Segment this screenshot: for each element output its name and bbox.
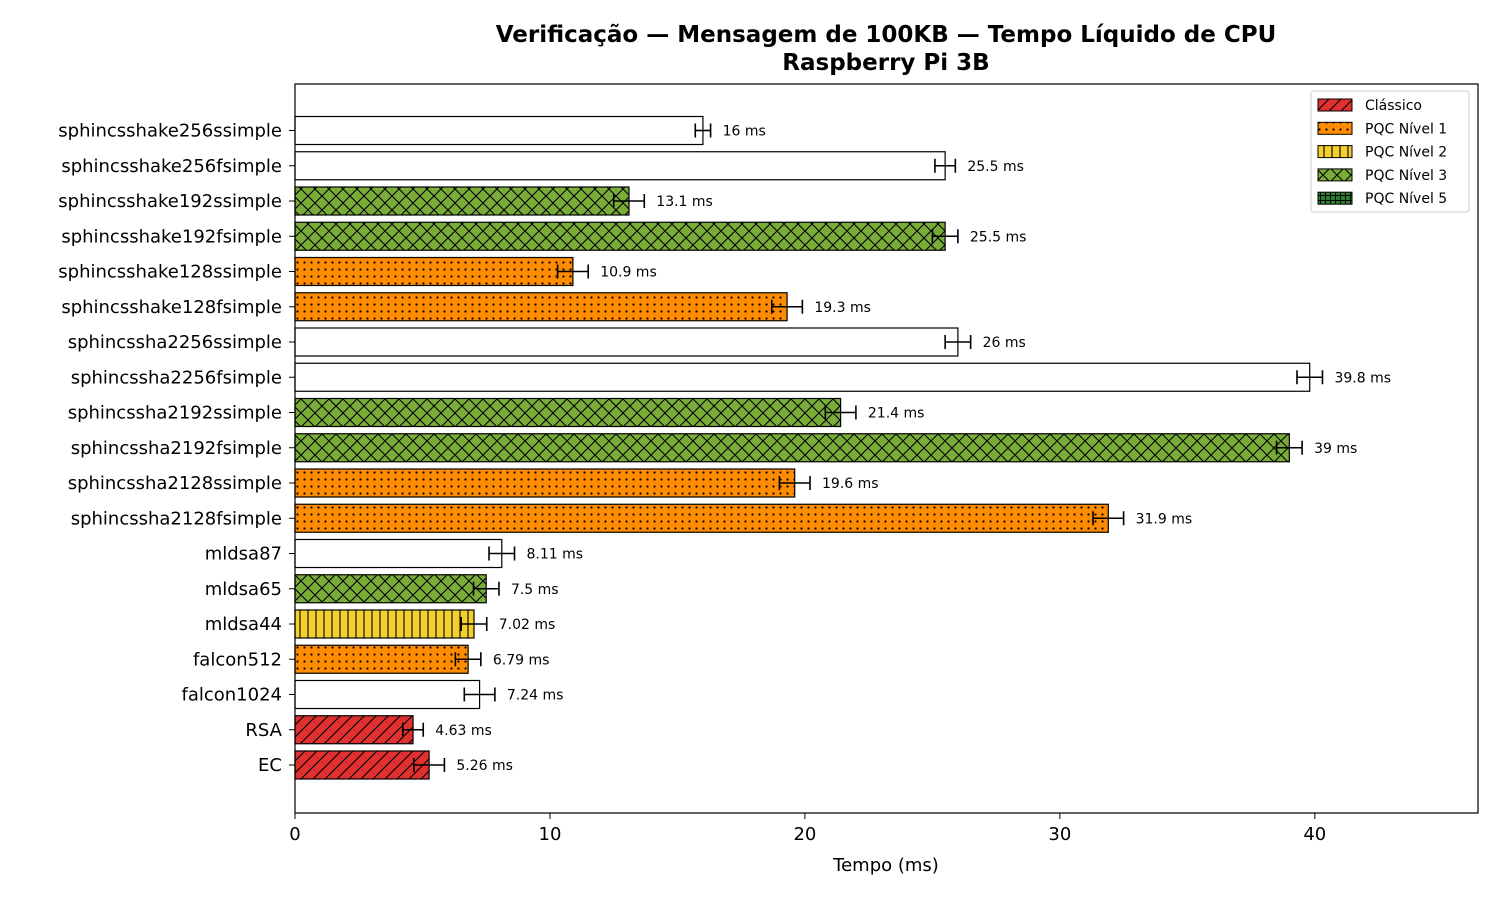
y-tick-label: mldsa65 — [205, 579, 282, 600]
bar — [294, 644, 469, 674]
x-tick-label: 20 — [793, 824, 816, 845]
data-label: 39.8 ms — [1334, 370, 1391, 386]
bar — [294, 256, 574, 287]
y-tick-label: falcon512 — [193, 649, 282, 670]
legend-label: PQC Nível 3 — [1365, 168, 1447, 184]
y-tick-label: sphincssha2256fsimple — [71, 367, 282, 388]
y-tick-label: sphincsshake128fsimple — [61, 297, 282, 318]
bar — [294, 151, 946, 181]
legend-swatch — [1317, 168, 1353, 182]
bar — [294, 538, 503, 569]
bar — [294, 468, 796, 498]
data-label: 7.5 ms — [511, 582, 559, 598]
data-label: 19.3 ms — [814, 300, 871, 316]
data-label: 10.9 ms — [600, 265, 657, 281]
bar — [294, 574, 487, 604]
legend-label: Clássico — [1365, 98, 1422, 114]
data-label: 21.4 ms — [868, 406, 925, 422]
x-tick-label: 30 — [1048, 824, 1071, 845]
x-tick-label: 0 — [289, 824, 300, 845]
bar — [294, 362, 1311, 392]
y-tick-label: EC — [258, 755, 282, 776]
bar — [294, 327, 959, 357]
x-tick-label: 40 — [1303, 824, 1326, 845]
data-label: 39 ms — [1314, 441, 1357, 457]
data-label: 7.02 ms — [499, 617, 556, 633]
legend-box — [1310, 90, 1470, 213]
y-tick-label: sphincssha2128ssimple — [68, 473, 282, 494]
legend: Clássico PQC Nível 1 PQC Nível 2 PQC Nível … — [1310, 90, 1470, 213]
legend-swatch — [1317, 145, 1353, 159]
data-label: 26 ms — [983, 335, 1026, 351]
chart-title: Verificação — Mensagem de 100KB — Tempo … — [496, 22, 1277, 48]
y-tick-label: sphincsshake192fsimple — [61, 226, 282, 247]
legend-label: PQC Nível 2 — [1365, 145, 1447, 161]
y-tick-label: sphincssha2192fsimple — [71, 438, 282, 459]
y-tick-label: sphincssha2256ssimple — [68, 332, 282, 353]
data-label: 7.24 ms — [507, 688, 564, 704]
y-tick-label: sphincsshake256ssimple — [58, 121, 282, 142]
y-tick-label: sphincssha2192ssimple — [68, 403, 282, 424]
legend-label: PQC Nível 1 — [1365, 121, 1447, 137]
x-axis-label: Tempo (ms) — [832, 855, 939, 876]
bar — [294, 433, 1290, 463]
y-tick-label: mldsa87 — [205, 544, 282, 565]
y-tick-labels: sphincsshake256ssimple sphincsshake256fsi… — [58, 121, 295, 776]
y-tick-label: falcon1024 — [182, 685, 283, 706]
bar — [294, 221, 946, 251]
y-tick-label: sphincsshake192ssimple — [58, 191, 282, 212]
legend-swatch — [1317, 191, 1353, 205]
plot-frame — [294, 83, 1479, 814]
data-label: 31.9 ms — [1136, 511, 1193, 527]
y-tick-label: sphincsshake256fsimple — [61, 156, 282, 177]
bar — [294, 503, 1109, 533]
data-label: 6.79 ms — [493, 652, 550, 668]
bar — [294, 679, 481, 710]
y-tick-label: mldsa44 — [205, 614, 282, 635]
data-label: 19.6 ms — [822, 476, 879, 492]
bars-layer: 16 ms 25.5 ms 13.1 ms 25.5 ms 10.9 ms 19.3 ms… — [294, 115, 1391, 780]
x-axis: 0 10 20 30 40 — [289, 813, 1326, 845]
data-label: 25.5 ms — [970, 229, 1027, 245]
data-label: 4.63 ms — [435, 723, 492, 739]
data-label: 5.26 ms — [456, 758, 513, 774]
bar — [294, 750, 430, 780]
chart-subtitle: Raspberry Pi 3B — [782, 50, 989, 76]
data-label: 25.5 ms — [967, 159, 1024, 175]
y-tick-label: RSA — [245, 720, 282, 741]
data-label: 8.11 ms — [527, 547, 584, 563]
data-label: 13.1 ms — [656, 194, 713, 210]
legend-swatch — [1317, 98, 1353, 112]
bar — [294, 292, 788, 322]
bar — [294, 609, 475, 639]
data-label: 16 ms — [723, 124, 766, 140]
legend-label: PQC Nível 5 — [1365, 191, 1447, 207]
bar — [294, 115, 704, 146]
bar — [294, 715, 414, 745]
y-tick-label: sphincssha2128fsimple — [71, 508, 282, 529]
legend-swatch — [1317, 121, 1353, 135]
y-tick-label: sphincsshake128ssimple — [58, 262, 282, 283]
bar — [294, 397, 842, 428]
bar — [294, 186, 630, 216]
x-tick-label: 10 — [539, 824, 562, 845]
